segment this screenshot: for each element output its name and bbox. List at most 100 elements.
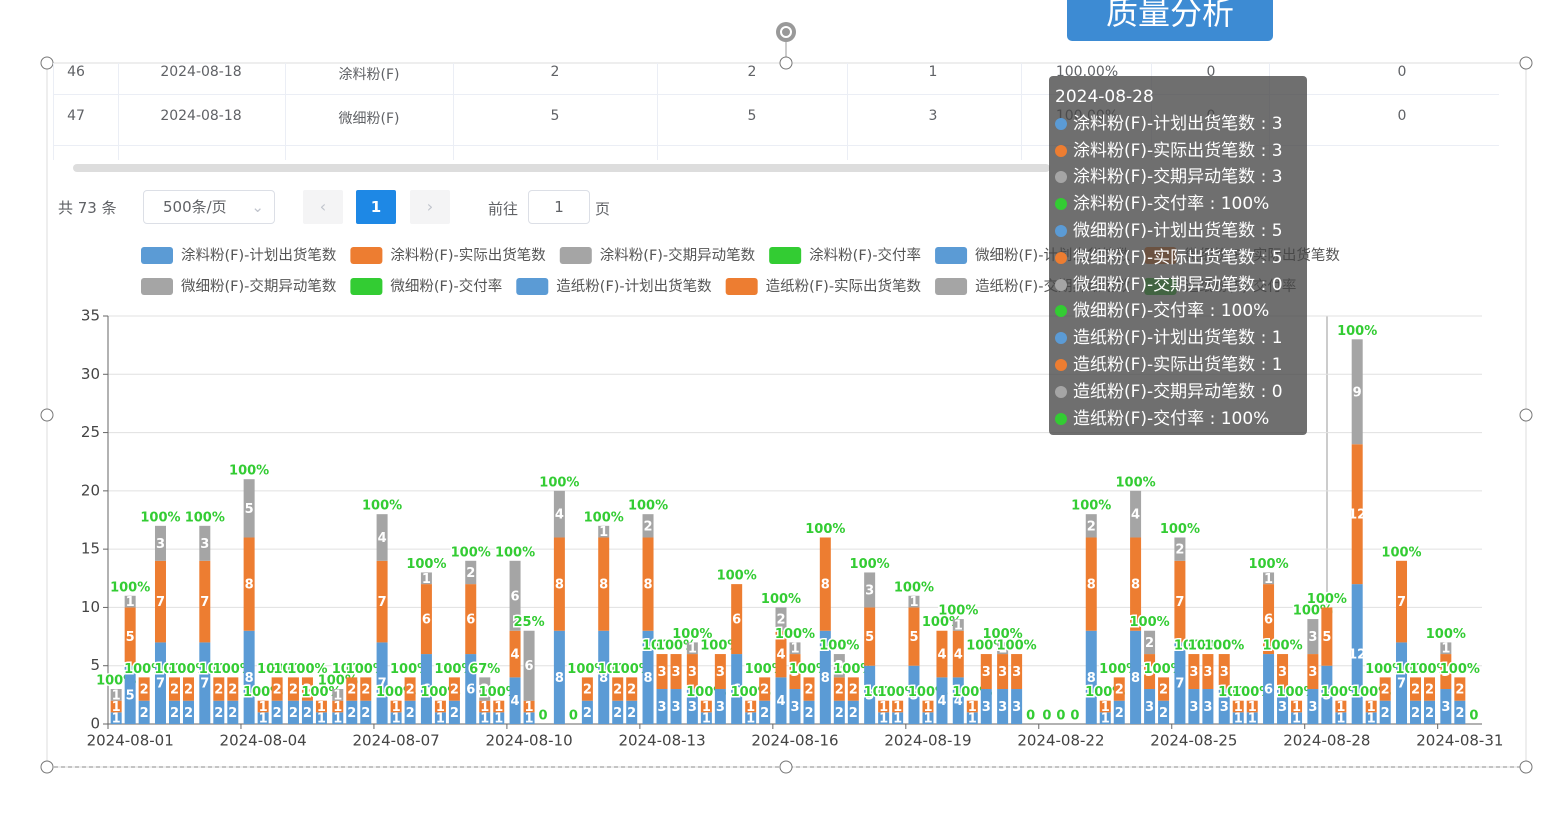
rotate-handle[interactable] xyxy=(776,22,796,42)
rate-label: 100% xyxy=(628,499,668,514)
x-tick-label: 2024-08-07 xyxy=(353,732,440,750)
legend-label[interactable]: 微细粉(F)-交期异动笔数 xyxy=(181,277,337,295)
table-cell: 0 xyxy=(1397,108,1407,124)
rate-label: 67% xyxy=(469,662,500,677)
rate-label: 100% xyxy=(672,627,712,642)
segment-label: 8 xyxy=(821,578,830,593)
bar-segment xyxy=(686,689,698,724)
bar-segment xyxy=(1130,630,1142,724)
column-border xyxy=(285,63,286,160)
segment-label: 3 xyxy=(1203,665,1212,680)
bar-segment xyxy=(1351,339,1363,445)
bar-segment xyxy=(1085,514,1097,538)
bar-segment xyxy=(315,700,327,713)
bar-segment xyxy=(775,607,787,631)
segment-label: 1 xyxy=(259,712,268,727)
y-tick-label: 5 xyxy=(90,656,100,674)
bar-segment xyxy=(581,700,593,724)
rate-label: 100% xyxy=(789,662,829,677)
resize-handle[interactable] xyxy=(40,760,54,774)
bar-segment xyxy=(1246,700,1258,713)
resize-handle[interactable] xyxy=(1519,760,1533,774)
segment-label: 2 xyxy=(1455,706,1464,721)
legend-label[interactable]: 造纸粉(F)-计划出货笔数 xyxy=(556,278,712,295)
legend-swatch[interactable] xyxy=(141,278,173,295)
scrollbar-thumb[interactable] xyxy=(73,164,1050,172)
segment-label: 4 xyxy=(555,508,564,523)
bar-segment xyxy=(626,700,638,724)
segment-label: 1 xyxy=(436,712,445,727)
bar-segment xyxy=(332,689,344,701)
legend-swatch[interactable] xyxy=(935,247,968,264)
rate-label: 100% xyxy=(584,510,624,525)
bar-segment xyxy=(390,700,402,713)
resize-handle[interactable] xyxy=(779,56,793,70)
legend-swatch[interactable] xyxy=(350,278,383,295)
rotate-icon xyxy=(780,26,792,38)
segment-label: 2 xyxy=(1455,683,1464,698)
legend-label[interactable]: 涂料粉(F)-交期异动笔数 xyxy=(600,246,756,264)
bar-segment xyxy=(1321,607,1333,666)
rate-label: 100% xyxy=(1129,615,1169,630)
legend-label[interactable]: 造纸粉(F)-实际出货笔数 xyxy=(766,278,922,295)
resize-handle[interactable] xyxy=(40,408,54,422)
segment-label: 2 xyxy=(644,519,653,534)
resize-handle[interactable] xyxy=(40,56,54,70)
legend-swatch[interactable] xyxy=(559,247,592,264)
bar-segment xyxy=(110,700,122,713)
legend-label[interactable]: 涂料粉(F)-计划出货笔数 xyxy=(181,247,337,264)
tooltip-row: 造纸粉(F)-交付率 : 100% xyxy=(1055,406,1301,433)
tooltip-marker xyxy=(1055,332,1067,345)
bar-segment xyxy=(1277,654,1289,690)
tooltip-text: 涂料粉(F)-交付率 : 100% xyxy=(1073,194,1270,215)
legend-swatch[interactable] xyxy=(516,278,549,295)
legend-swatch[interactable] xyxy=(769,247,802,264)
resize-handle[interactable] xyxy=(779,760,793,774)
rate-label: 100% xyxy=(833,662,873,677)
tooltip-text: 造纸粉(F)-计划出货笔数 : 1 xyxy=(1073,328,1283,349)
legend-swatch[interactable] xyxy=(141,247,173,264)
legend-swatch[interactable] xyxy=(935,278,968,295)
header-button[interactable] xyxy=(1067,0,1273,41)
tooltip-text: 涂料粉(F)-计划出货笔数 : 3 xyxy=(1073,113,1283,134)
bar-segment xyxy=(1440,689,1452,724)
legend-label[interactable]: 涂料粉(F)-交付率 xyxy=(809,246,921,264)
rate-label: 100% xyxy=(362,499,402,514)
y-tick-label: 20 xyxy=(81,481,100,499)
segment-label: 1 xyxy=(259,700,268,715)
bar-segment xyxy=(908,665,920,724)
segment-label: 1 xyxy=(1292,712,1301,727)
bar-segment xyxy=(1454,700,1466,724)
legend-label[interactable]: 微细粉(F)-交付率 xyxy=(390,277,502,295)
resize-handle[interactable] xyxy=(1519,56,1533,70)
bar-segment xyxy=(553,537,565,631)
goto-input[interactable]: 1 xyxy=(528,190,590,224)
segment-label: 3 xyxy=(672,665,681,680)
header-button-text[interactable]: 质量分析 xyxy=(1106,0,1234,32)
segment-label: 2 xyxy=(804,706,813,721)
next-button[interactable]: › xyxy=(410,190,450,224)
segment-label: 1 xyxy=(1248,700,1257,715)
rate-label: 100% xyxy=(1426,627,1466,642)
current-page[interactable]: 1 xyxy=(356,190,396,224)
segment-label: 2 xyxy=(347,683,356,698)
bar-segment xyxy=(878,700,890,713)
prev-button[interactable]: ‹ xyxy=(303,190,343,224)
page-size-select[interactable]: 500条/页 ⌄ xyxy=(143,190,275,224)
bar-segment xyxy=(1202,689,1214,724)
bar-segment xyxy=(346,700,358,724)
segment-label: 1 xyxy=(333,700,342,715)
segment-label: 2 xyxy=(583,706,592,721)
legend-swatch[interactable] xyxy=(725,278,758,295)
segment-label: 1 xyxy=(702,700,711,715)
resize-handle[interactable] xyxy=(1519,408,1533,422)
x-tick-label: 2024-08-22 xyxy=(1017,732,1104,750)
legend-swatch[interactable] xyxy=(350,247,383,264)
bar-segment xyxy=(892,712,904,724)
bar-segment xyxy=(434,700,446,713)
legend-label[interactable]: 涂料粉(F)-实际出货笔数 xyxy=(390,247,546,264)
segment-label: 2 xyxy=(1411,683,1420,698)
y-tick-label: 25 xyxy=(81,423,100,441)
bar-segment xyxy=(376,560,388,643)
segment-label: 3 xyxy=(156,537,165,552)
